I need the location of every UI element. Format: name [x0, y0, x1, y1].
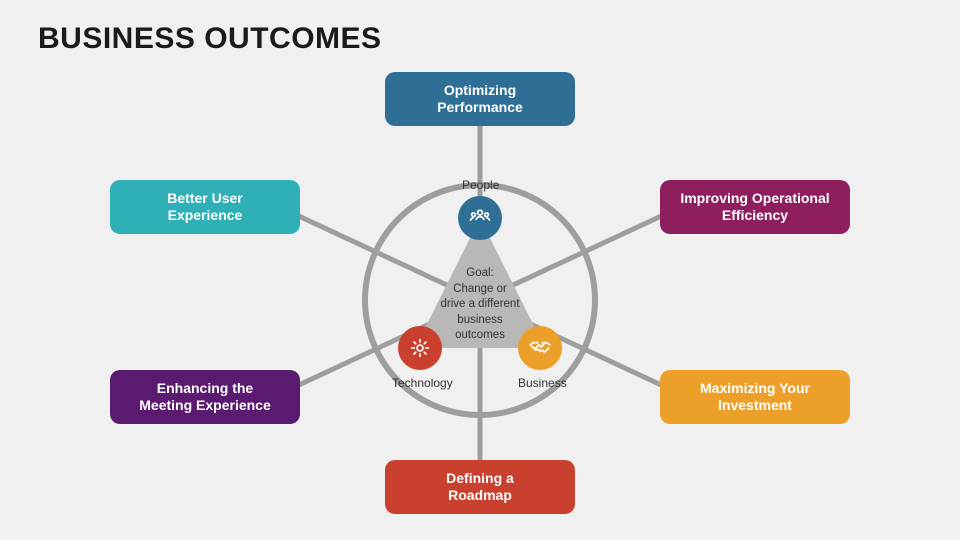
technology-icon [398, 326, 442, 370]
people-label: People [462, 178, 499, 192]
outcome-better: Better User Experience [110, 180, 300, 234]
people-icon [458, 196, 502, 240]
outcome-optimizing: Optimizing Performance [385, 72, 575, 126]
outcome-improving: Improving Operational Efficiency [660, 180, 850, 234]
goal-text: Goal: Change or drive a different busine… [432, 266, 528, 344]
outcomes-diagram: Goal: Change or drive a different busine… [0, 0, 960, 540]
business-label: Business [518, 376, 567, 390]
outcome-defining: Defining a Roadmap [385, 460, 575, 514]
outcome-enhancing: Enhancing the Meeting Experience [110, 370, 300, 424]
technology-label: Technology [392, 376, 453, 390]
outcome-maximizing: Maximizing Your Investment [660, 370, 850, 424]
business-icon [518, 326, 562, 370]
